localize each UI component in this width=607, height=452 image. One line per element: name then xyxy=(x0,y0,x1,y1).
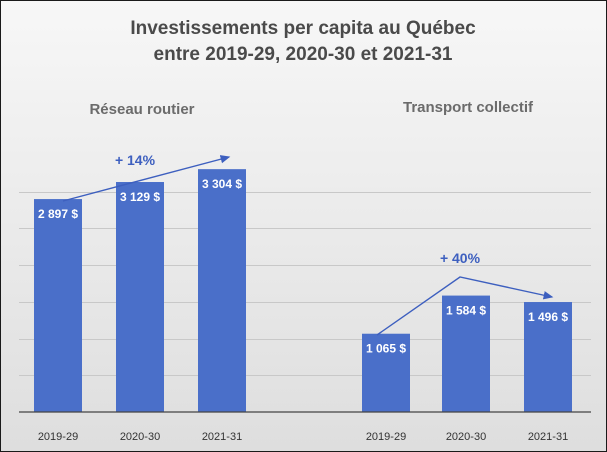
gridlines xyxy=(19,192,591,376)
x-tick-label: 2020-30 xyxy=(120,431,160,443)
bar-value-label: 3 304 $ xyxy=(202,177,242,191)
bars: 2 897 $ 2019-29 3 129 $ 2020-30 3 304 $ 2021-… xyxy=(34,169,572,443)
bar xyxy=(524,302,572,412)
bar-value-label: 1 065 $ xyxy=(366,342,406,356)
group-label-transport-collectif: Transport collectif xyxy=(403,99,534,116)
bar xyxy=(362,333,410,412)
trend-arrow-reseau-routier xyxy=(62,155,231,202)
trend-arrow-transport-collectif xyxy=(376,276,554,336)
group-label-reseau-routier: Réseau routier xyxy=(89,101,194,118)
bar xyxy=(442,295,490,412)
bar-value-label: 1 584 $ xyxy=(446,304,486,318)
x-tick-label: 2019-29 xyxy=(366,431,406,443)
chart-title-line-1: Investissements per capita au Québec xyxy=(130,18,476,39)
x-tick-label: 2021-31 xyxy=(202,431,242,443)
x-tick-label: 2020-30 xyxy=(446,431,486,443)
bar xyxy=(116,182,164,412)
chart-title-line-2: entre 2019-29, 2020-30 et 2021-31 xyxy=(154,44,453,65)
bar xyxy=(198,169,246,412)
bar xyxy=(34,199,82,412)
annotation-transport-collectif: + 40% xyxy=(440,250,481,266)
x-tick-label: 2021-31 xyxy=(528,431,568,443)
annotations: + 14% + 40% xyxy=(62,152,554,336)
bar-value-label: 2 897 $ xyxy=(38,207,78,221)
bar-value-label: 3 129 $ xyxy=(120,190,160,204)
bar-value-label: 1 496 $ xyxy=(528,310,568,324)
x-tick-label: 2019-29 xyxy=(38,431,78,443)
annotation-reseau-routier: + 14% xyxy=(115,152,156,168)
